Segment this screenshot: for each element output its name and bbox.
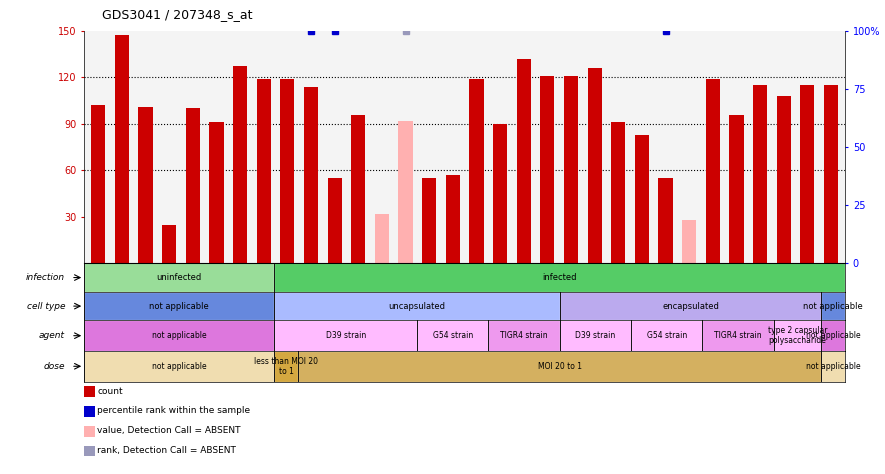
Bar (304, 87, 318, 263)
Bar (635, 135, 649, 263)
Text: uninfected: uninfected (157, 273, 202, 282)
Bar (612, 122, 626, 263)
Bar (703, 320, 773, 351)
Bar (274, 351, 298, 382)
Bar (682, 220, 696, 263)
Bar (210, 122, 224, 263)
Bar (540, 76, 554, 263)
Bar (824, 85, 838, 263)
Bar (84, 351, 274, 382)
Bar (705, 79, 720, 263)
Text: G54 strain: G54 strain (647, 331, 687, 340)
Text: G54 strain: G54 strain (433, 331, 473, 340)
Text: not applicable: not applicable (806, 331, 860, 340)
Text: not applicable: not applicable (152, 362, 206, 371)
Bar (821, 292, 845, 320)
Bar (417, 320, 489, 351)
Bar (351, 115, 366, 263)
Text: less than MOI 20
to 1: less than MOI 20 to 1 (254, 357, 319, 375)
Text: not applicable: not applicable (806, 362, 860, 371)
Text: not applicable: not applicable (152, 331, 206, 340)
Bar (186, 108, 200, 263)
Bar (564, 76, 578, 263)
Bar (631, 320, 703, 351)
Text: infection: infection (26, 273, 65, 282)
Bar (658, 178, 673, 263)
Text: infected: infected (543, 273, 577, 282)
Bar (559, 320, 631, 351)
Text: agent: agent (39, 331, 65, 340)
Bar (446, 175, 460, 263)
Bar (777, 96, 791, 263)
Bar (84, 292, 274, 320)
Text: cell type: cell type (27, 301, 65, 310)
Text: uncapsulated: uncapsulated (389, 301, 445, 310)
Text: encapsulated: encapsulated (662, 301, 719, 310)
Bar (281, 79, 295, 263)
Bar (559, 292, 821, 320)
Bar (469, 79, 483, 263)
Text: D39 strain: D39 strain (326, 331, 366, 340)
Text: value, Detection Call = ABSENT: value, Detection Call = ABSENT (97, 427, 241, 435)
Bar (375, 214, 389, 263)
Bar (257, 79, 271, 263)
Bar (729, 115, 743, 263)
Text: MOI 20 to 1: MOI 20 to 1 (538, 362, 581, 371)
Bar (753, 85, 767, 263)
Bar (84, 263, 274, 292)
Text: not applicable: not applicable (150, 301, 209, 310)
Bar (493, 124, 507, 263)
Bar (327, 178, 342, 263)
Text: TIGR4 strain: TIGR4 strain (714, 331, 762, 340)
Bar (800, 85, 814, 263)
Bar (773, 320, 821, 351)
Bar (517, 59, 531, 263)
Text: count: count (97, 387, 123, 395)
Bar (422, 178, 436, 263)
Bar (398, 121, 412, 263)
Bar (115, 36, 129, 263)
Bar (274, 263, 845, 292)
Bar (821, 320, 845, 351)
Bar (91, 105, 105, 263)
Bar (84, 320, 274, 351)
Bar (162, 225, 176, 263)
Text: D39 strain: D39 strain (575, 331, 616, 340)
Text: percentile rank within the sample: percentile rank within the sample (97, 407, 250, 415)
Text: GDS3041 / 207348_s_at: GDS3041 / 207348_s_at (102, 9, 252, 21)
Bar (138, 107, 152, 263)
Bar (233, 66, 247, 263)
Bar (588, 68, 602, 263)
Bar (821, 351, 845, 382)
Bar (274, 292, 559, 320)
Bar (274, 320, 417, 351)
Text: type 2 capsular
polysaccharide: type 2 capsular polysaccharide (768, 326, 827, 345)
Text: dose: dose (43, 362, 65, 371)
Bar (298, 351, 821, 382)
Bar (489, 320, 559, 351)
Text: rank, Detection Call = ABSENT: rank, Detection Call = ABSENT (97, 447, 236, 455)
Text: TIGR4 strain: TIGR4 strain (500, 331, 548, 340)
Text: not applicable: not applicable (804, 301, 863, 310)
